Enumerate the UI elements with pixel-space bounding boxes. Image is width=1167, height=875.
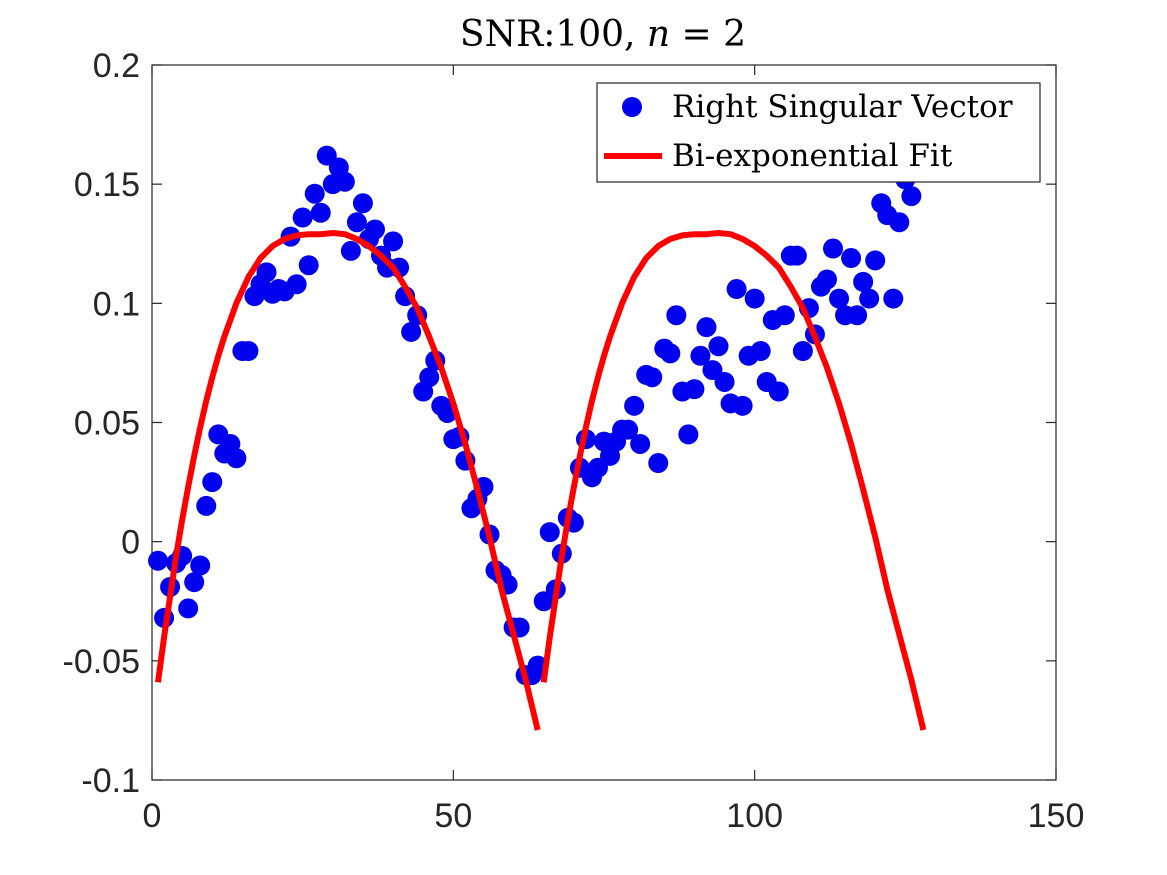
data-point (666, 305, 687, 326)
data-point (539, 522, 560, 543)
data-point (847, 305, 868, 326)
x-tick-label: 50 (434, 797, 472, 835)
legend-label-scatter: Right Singular Vector (672, 89, 1013, 125)
data-point (901, 186, 922, 207)
data-point (148, 550, 169, 571)
x-tick-label: 100 (726, 797, 783, 835)
data-point (298, 255, 319, 276)
data-point (286, 274, 307, 295)
chart-title: SNR:100, n = 2 (460, 14, 746, 55)
data-point (202, 472, 223, 493)
y-tick-label: -0.1 (81, 762, 140, 800)
fit-line (540, 230, 927, 731)
data-point (774, 305, 795, 326)
data-point (678, 424, 699, 445)
data-point (630, 433, 651, 454)
data-point (714, 371, 735, 392)
data-point (853, 271, 874, 292)
data-point (865, 250, 886, 271)
data-point (304, 183, 325, 204)
tick-labels: 0 50 100 150 -0.1 -0.05 0 0.05 0.1 0.15 0.2 (63, 47, 1085, 835)
data-point (334, 171, 355, 192)
data-point (292, 207, 313, 228)
data-point (419, 367, 440, 388)
data-point (624, 395, 645, 416)
data-point (190, 555, 211, 576)
data-point (792, 341, 813, 361)
y-tick-label: 0.05 (74, 405, 140, 443)
legend-marker-scatter (622, 97, 642, 117)
data-point (256, 262, 277, 283)
axis-ticks (151, 64, 1057, 781)
data-point (383, 231, 404, 252)
fit-line (155, 230, 541, 731)
data-point (786, 245, 807, 266)
data-point (642, 367, 663, 388)
data-point (648, 453, 669, 474)
data-point (352, 193, 373, 214)
data-point (708, 336, 729, 357)
data-point (618, 419, 639, 440)
data-point (178, 598, 199, 619)
y-tick-label: 0.1 (93, 285, 140, 323)
data-point (340, 240, 361, 261)
data-point (690, 345, 711, 366)
data-point (364, 219, 385, 240)
y-tick-label: -0.05 (63, 643, 141, 681)
scatter-series (148, 145, 922, 686)
data-point (196, 495, 217, 516)
data-point (401, 321, 422, 342)
data-point (768, 381, 789, 402)
data-point (696, 317, 717, 338)
data-point (310, 202, 331, 223)
x-tick-label: 150 (1028, 797, 1085, 835)
data-point (238, 341, 259, 361)
legend-label-line: Bi-exponential Fit (672, 138, 953, 174)
data-point (346, 212, 367, 233)
data-point (841, 248, 862, 269)
data-point (889, 212, 910, 233)
fit-line-series (155, 230, 927, 731)
y-tick-label: 0 (121, 524, 140, 562)
y-tick-label: 0.15 (74, 166, 140, 204)
data-point (226, 448, 247, 469)
data-point (823, 238, 844, 259)
x-tick-label: 0 (143, 797, 162, 835)
data-point (184, 572, 205, 593)
data-point (816, 269, 837, 290)
legend: Right Singular Vector Bi-exponential Fit (596, 82, 1041, 183)
y-tick-label: 0.2 (93, 47, 140, 85)
data-point (684, 379, 705, 400)
data-point (726, 279, 747, 300)
data-point (744, 288, 765, 309)
legend-box (596, 82, 1041, 183)
data-point (660, 343, 681, 364)
data-point (732, 395, 753, 416)
data-point (883, 288, 904, 309)
data-point (859, 288, 880, 309)
data-point (750, 341, 771, 361)
data-point (829, 288, 850, 309)
